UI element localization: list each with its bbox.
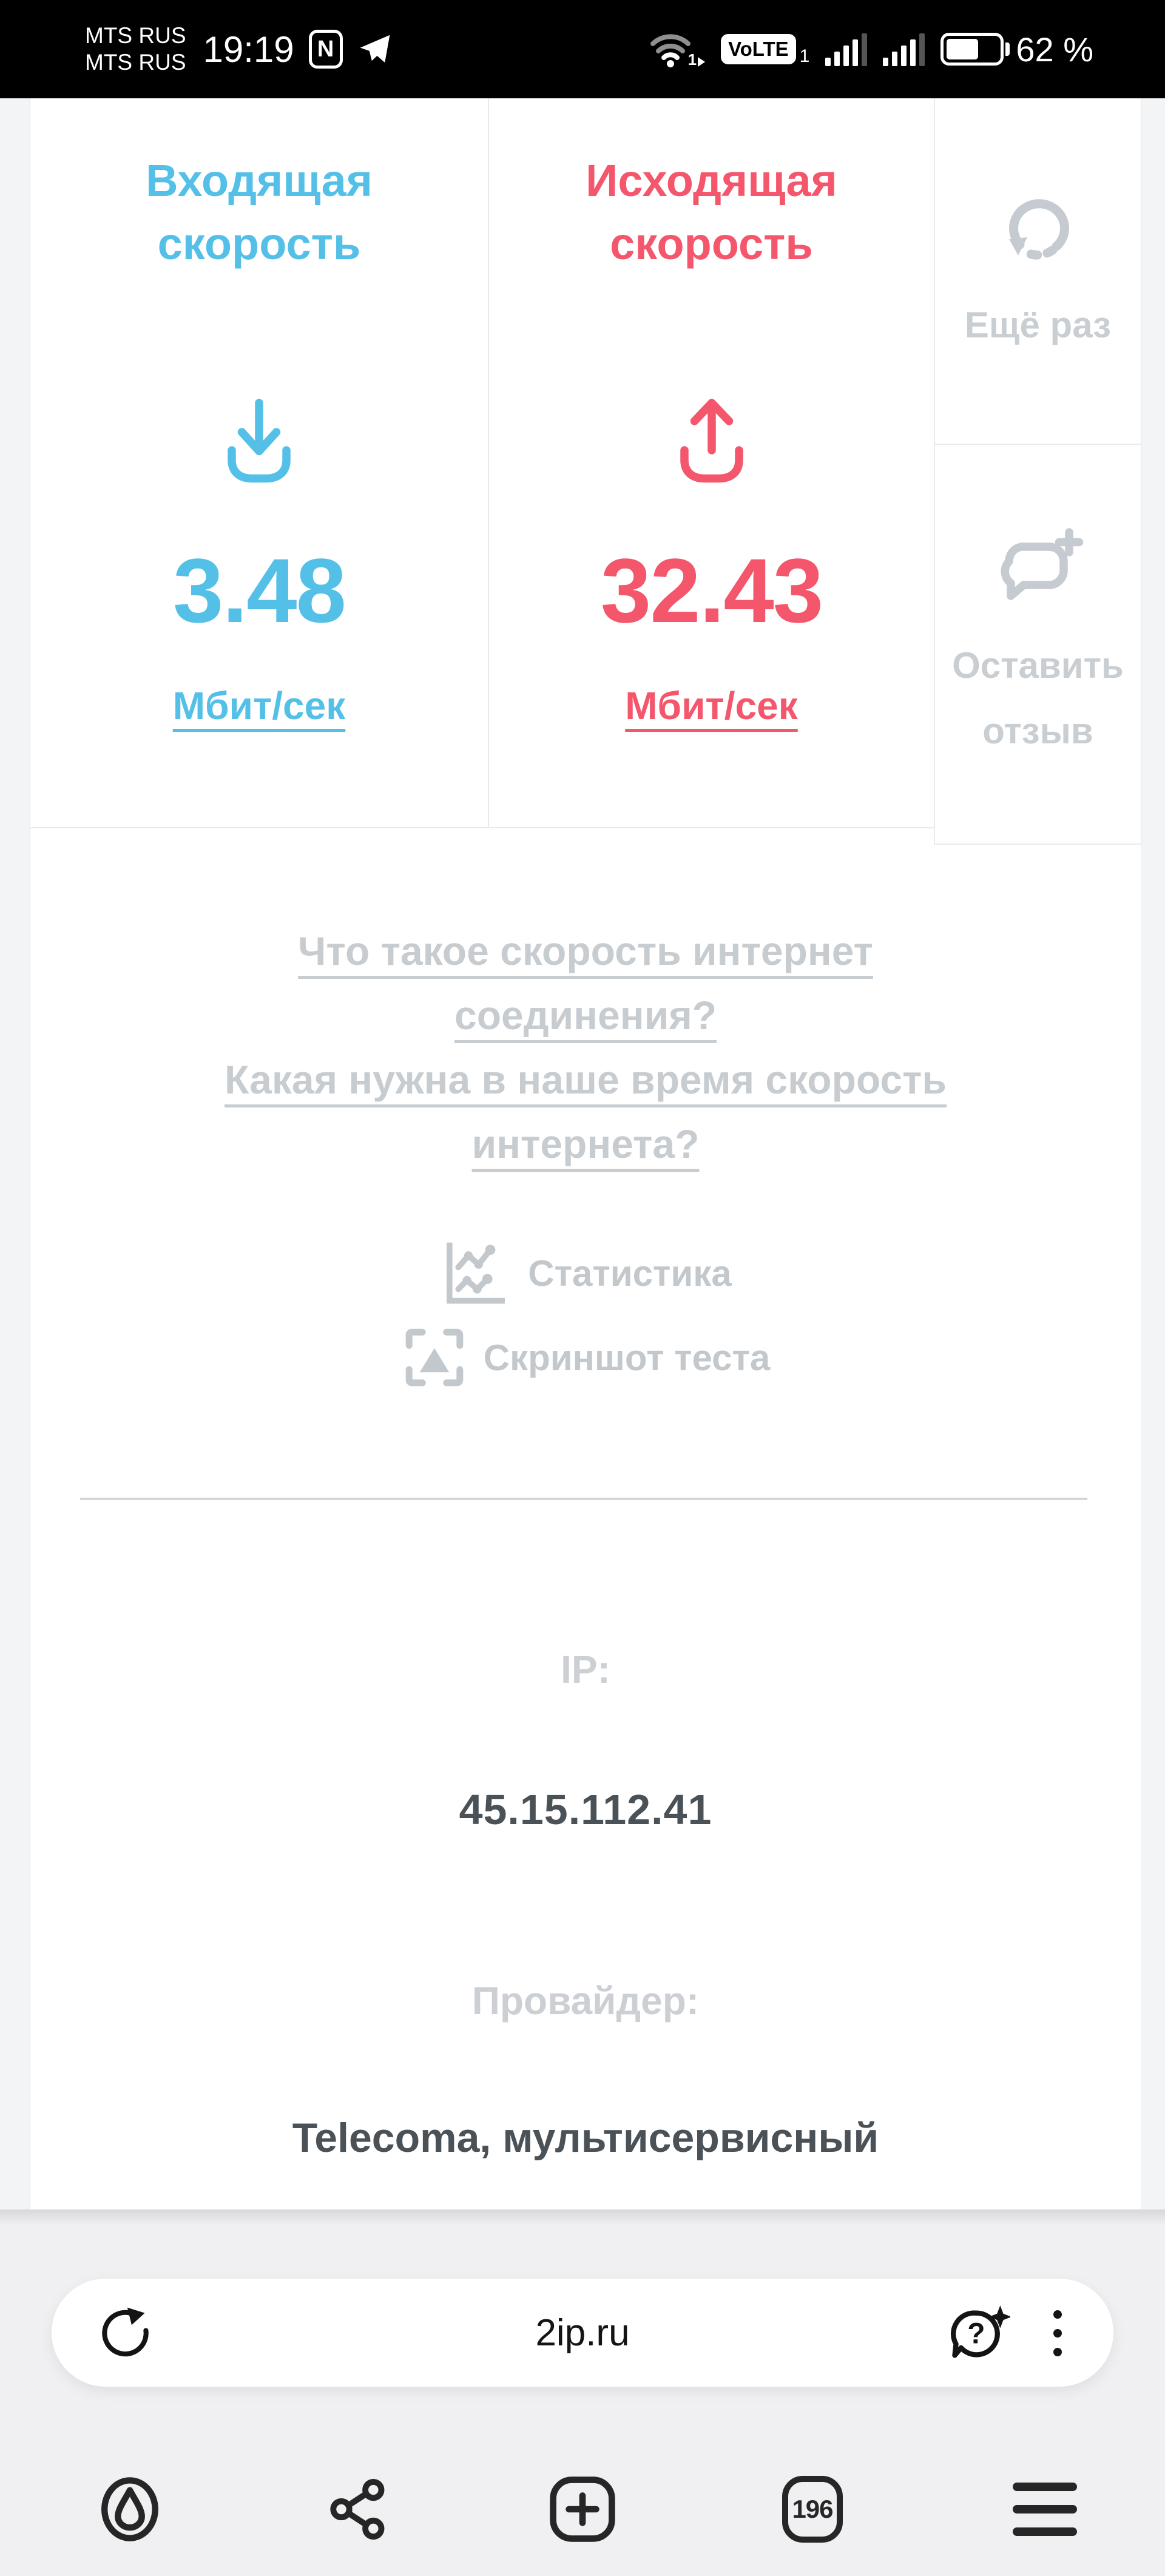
share-button[interactable] [320, 2472, 396, 2547]
tabs-counter-button[interactable]: 196 [775, 2472, 850, 2547]
wifi-badge: 1 [687, 50, 697, 69]
status-bar: MTS RUS MTS RUS 19:19 N 1 VoLTE [0, 0, 1165, 98]
ip-value: 45.15.112.41 [459, 1786, 712, 1833]
section-divider [80, 1498, 1087, 1500]
download-speed-panel: Входящая скорость 3.48 Мбит/сек [30, 98, 489, 827]
share-icon [330, 2478, 385, 2540]
test-screenshot-label: Скриншот теста [483, 1337, 771, 1378]
retry-icon [1008, 198, 1069, 260]
speedtest-result-card: Входящая скорость 3.48 Мбит/сек Исходяща… [30, 98, 934, 828]
screenshot-frame-icon [405, 1328, 464, 1387]
wifi-traffic-arrow-icon [698, 57, 706, 67]
speedtest-side-actions: Ещё раз Оставить отзыв [934, 98, 1142, 845]
upload-arrow-icon [680, 399, 743, 483]
nfc-icon: N [308, 30, 343, 69]
carrier-sim2: MTS RUS [85, 50, 186, 75]
faq-link-what-is-speed[interactable]: Что такое скорость интернет соединения? [298, 928, 873, 1038]
test-again-label: Ещё раз [964, 304, 1112, 345]
url-text[interactable]: 2ip.ru [535, 2311, 630, 2354]
faq-links: Что такое скорость интернет соединения? … [30, 919, 1141, 1176]
upload-unit-link[interactable]: Мбит/сек [625, 684, 798, 728]
signal-strength-sim1-icon [825, 32, 868, 66]
carrier-labels: MTS RUS MTS RUS [85, 22, 186, 76]
hamburger-icon [1013, 2483, 1077, 2536]
download-unit-link[interactable]: Мбит/сек [172, 684, 346, 728]
clock: 19:19 [203, 29, 294, 70]
carrier-sim1: MTS RUS [85, 23, 186, 48]
assistant-help-icon[interactable]: ? [947, 2302, 1010, 2365]
menu-button[interactable] [1007, 2472, 1082, 2547]
leave-feedback-button[interactable]: Оставить отзыв [935, 445, 1141, 845]
upload-value: 32.43 [600, 539, 823, 641]
tabs-counter-icon: 196 [782, 2476, 843, 2543]
download-arrow-icon [228, 399, 291, 483]
alice-icon [101, 2477, 158, 2541]
download-value: 3.48 [173, 539, 346, 641]
alice-assistant-button[interactable] [92, 2472, 167, 2547]
browser-menu-kebab-icon[interactable] [1045, 2304, 1070, 2362]
volte-icon: VoLTE 1 [721, 34, 810, 66]
telegram-notification-icon [360, 35, 390, 63]
plus-icon [550, 2476, 615, 2542]
ip-label: IP: [561, 1648, 610, 1691]
status-bar-left: MTS RUS MTS RUS 19:19 N [85, 22, 393, 76]
feedback-bubble-icon [1001, 527, 1083, 600]
statistics-link[interactable]: Статистика [30, 1237, 1141, 1310]
address-bar[interactable]: 2ip.ru ? [52, 2279, 1113, 2387]
battery-percent: 62 % [1016, 30, 1093, 69]
download-title: Входящая скорость [146, 155, 373, 269]
webpage-content: Входящая скорость 3.48 Мбит/сек Исходяща… [29, 98, 1142, 2209]
faq-link-needed-speed[interactable]: Какая нужна в наше время скорость интерн… [225, 1057, 947, 1166]
leave-feedback-label: Оставить отзыв [952, 644, 1124, 751]
browser-chrome: 2ip.ru ? [0, 2209, 1165, 2576]
test-again-button[interactable]: Ещё раз [935, 98, 1141, 445]
status-bar-right: 1 VoLTE 1 62 % [649, 30, 1093, 69]
test-screenshot-link[interactable]: Скриншот теста [30, 1324, 1141, 1391]
svg-text:?: ? [967, 2318, 985, 2350]
signal-strength-sim2-icon [883, 32, 925, 66]
provider-label: Провайдер: [471, 1979, 700, 2023]
new-tab-button[interactable] [545, 2472, 620, 2547]
upload-title: Исходящая скорость [586, 155, 837, 269]
wifi-icon: 1 [649, 30, 706, 69]
statistics-label: Статистика [528, 1253, 732, 1294]
reload-icon[interactable] [99, 2305, 154, 2360]
volte-sim-badge: 1 [799, 46, 810, 66]
provider-value: Telecoma, мультисервисный [292, 2115, 879, 2161]
tabs-count: 196 [792, 2495, 833, 2523]
battery-icon: 62 % [940, 30, 1093, 69]
browser-bottom-navbar: 196 [0, 2450, 1165, 2576]
statistics-chart-icon [447, 1242, 505, 1304]
upload-speed-panel: Исходящая скорость 32.43 Мбит/сек [489, 98, 934, 827]
